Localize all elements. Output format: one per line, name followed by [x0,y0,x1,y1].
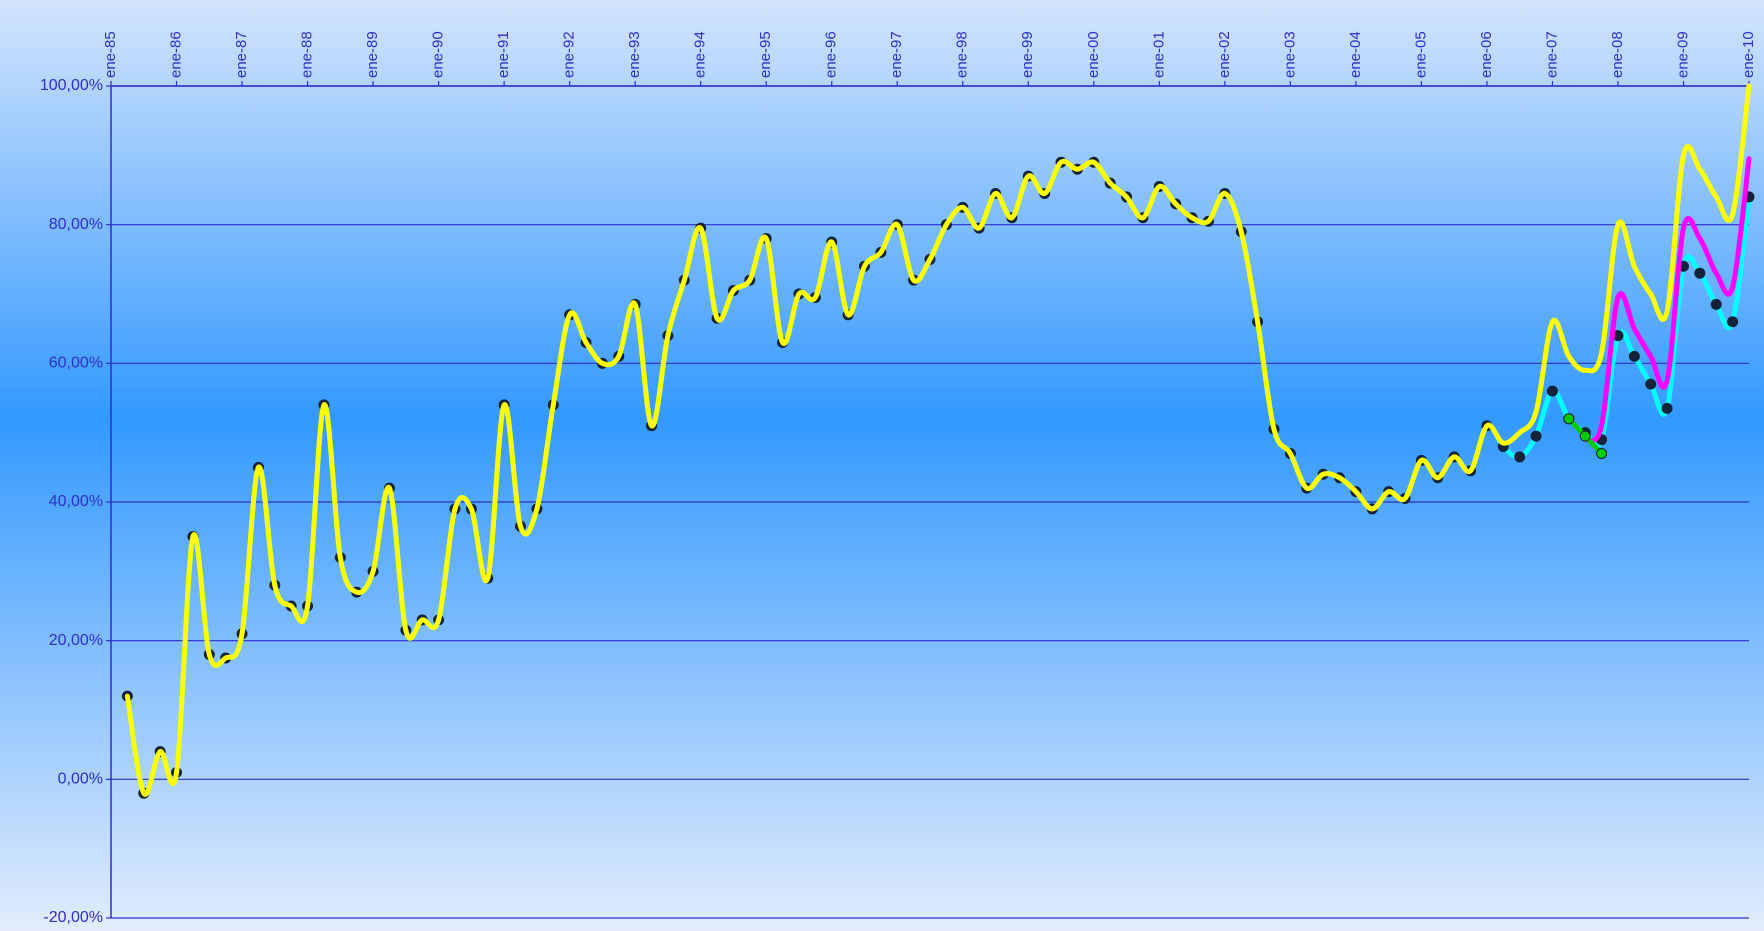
data-point [1530,430,1542,442]
x-tick-label: ene-94 [692,31,709,78]
data-point [1645,378,1657,390]
y-tick-label: 100,00% [40,77,103,94]
x-tick-label: ene-85 [102,31,119,78]
x-tick-label: ene-01 [1150,31,1167,78]
data-point [1727,316,1739,328]
x-tick-label: ene-05 [1412,31,1429,78]
y-tick-label: 0,00% [58,771,103,788]
x-tick-label: ene-88 [299,31,316,78]
y-tick-label: 80,00% [49,216,103,233]
data-point [1694,267,1706,279]
series-line [1582,156,1752,444]
y-tick-label: 40,00% [49,493,103,510]
x-tick-label: ene-07 [1543,31,1560,78]
data-point [1628,350,1640,362]
x-tick-label: ene-10 [1740,31,1757,78]
x-tick-label: ene-06 [1478,31,1495,78]
x-tick-label: ene-99 [1019,31,1036,78]
x-tick-label: ene-02 [1216,31,1233,78]
x-tick-label: ene-91 [495,31,512,78]
x-tick-label: ene-09 [1674,31,1691,78]
data-point [1710,298,1722,310]
x-tick-label: ene-00 [1085,31,1102,78]
data-point [1661,402,1673,414]
data-point [1546,385,1558,397]
x-tick-label: ene-97 [888,31,905,78]
x-tick-label: ene-03 [1281,31,1298,78]
data-point [1514,451,1526,463]
x-tick-label: ene-04 [1347,31,1364,78]
data-point [1563,413,1575,425]
x-tick-label: ene-90 [430,31,447,78]
y-tick-label: 20,00% [49,632,103,649]
x-tick-label: ene-98 [954,31,971,78]
data-point [1579,430,1591,442]
x-tick-label: ene-95 [757,31,774,78]
x-tick-label: ene-86 [167,31,184,78]
x-tick-label: ene-08 [1609,31,1626,78]
data-point [1596,447,1608,459]
x-tick-label: ene-89 [364,31,381,78]
series-line [124,83,1752,797]
x-tick-label: ene-93 [626,31,643,78]
x-tick-label: ene-92 [561,31,578,78]
x-tick-label: ene-87 [233,31,250,78]
y-tick-label: 60,00% [49,355,103,372]
x-tick-label: ene-96 [823,31,840,78]
y-tick-label: -20,00% [43,909,103,926]
